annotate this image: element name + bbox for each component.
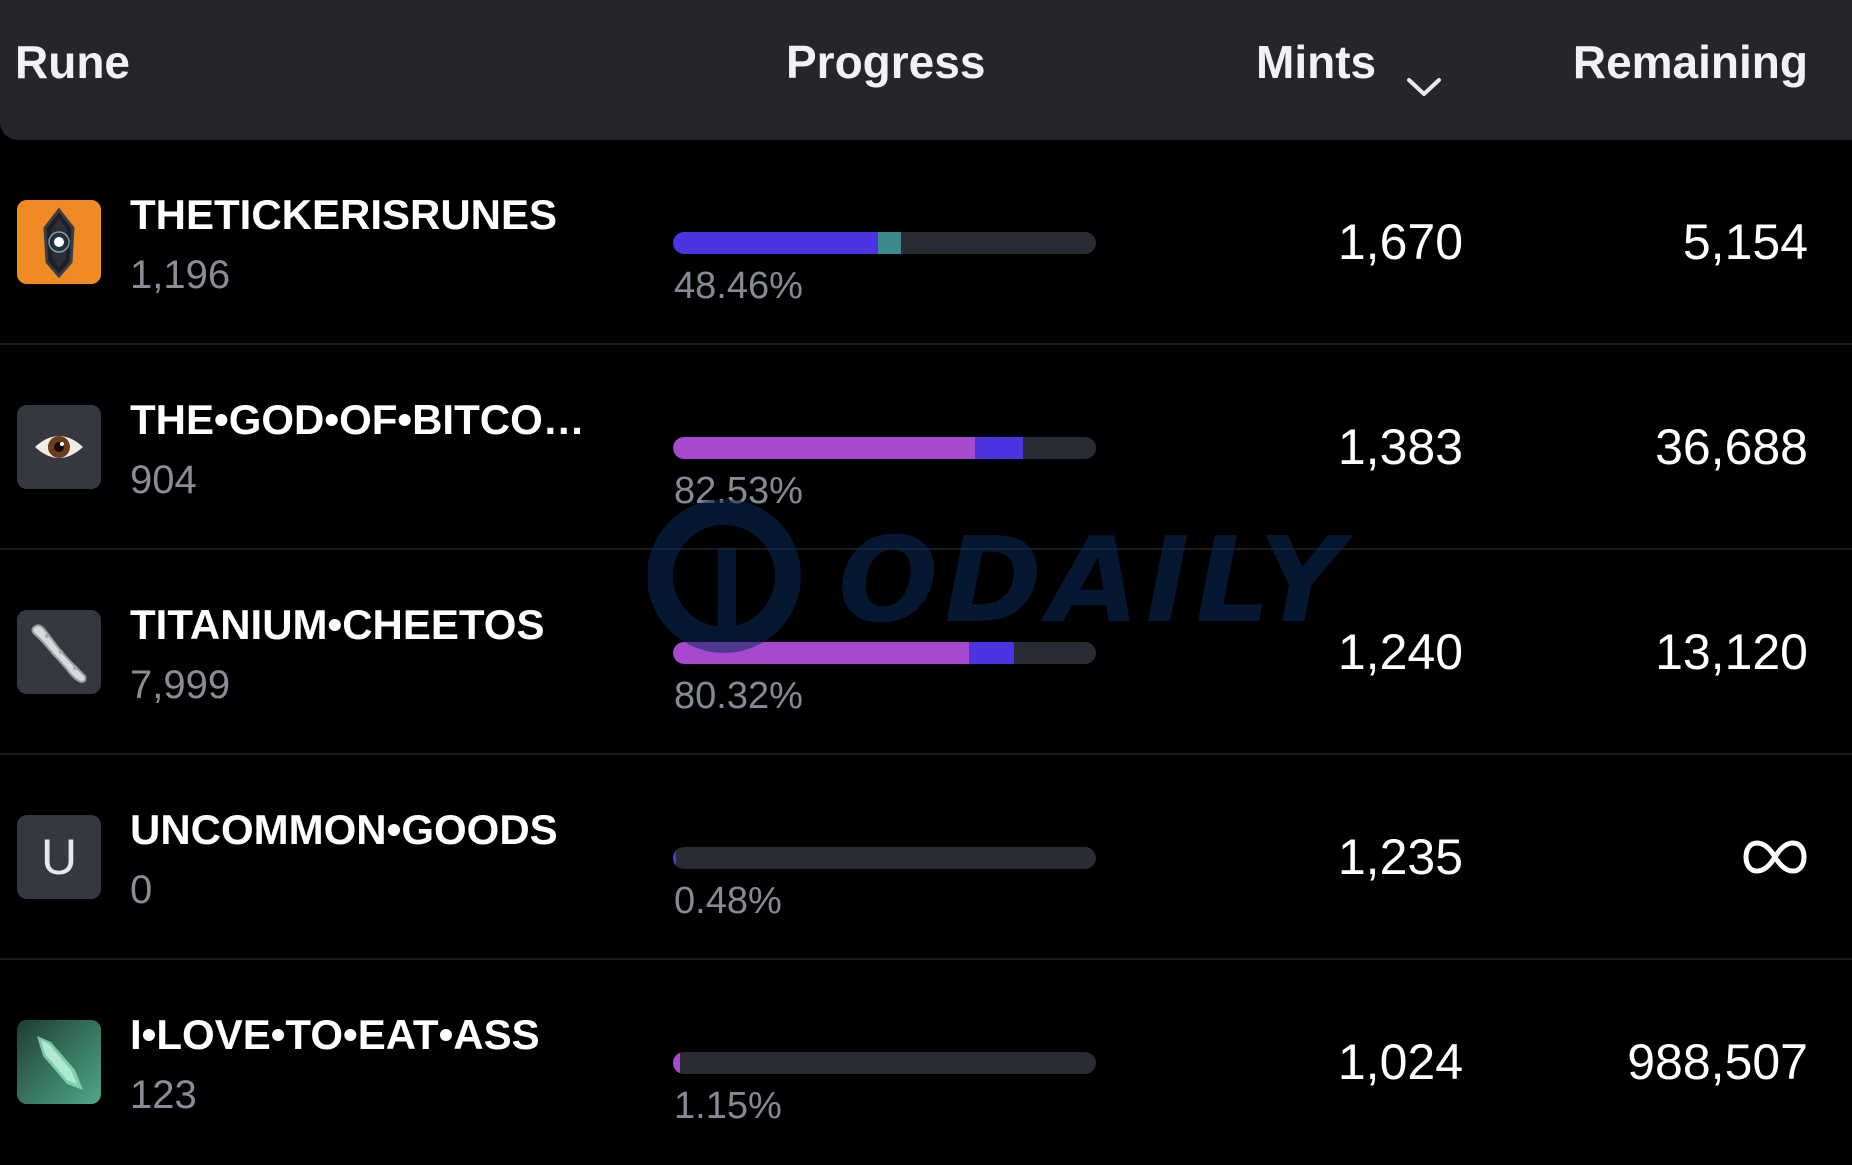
mints-count: 1,235 — [1337, 829, 1463, 885]
rune-avatar — [17, 610, 101, 694]
remaining-count: 5,154 — [1682, 214, 1808, 270]
progress-segment — [673, 847, 676, 869]
table-row[interactable]: U UNCOMMON•GOODS 0 0.48% 1,235 — [0, 755, 1852, 960]
remaining-count: 36,688 — [1655, 419, 1808, 475]
progress-percent: 80.32% — [674, 675, 803, 717]
progress-segment — [673, 642, 970, 664]
column-header-mints-label: Mints — [1256, 36, 1377, 88]
table-row[interactable]: THETICKERISRUNES 1,196 48.46% 1,670 5,15… — [0, 140, 1852, 345]
rune-name[interactable]: I•LOVE•TO•EAT•ASS — [130, 1011, 540, 1058]
rune-name[interactable]: THE•GOD•OF•BITCO… — [130, 396, 585, 443]
rune-avatar — [17, 405, 101, 489]
progress-bar — [673, 232, 1096, 254]
progress-segment — [673, 232, 879, 254]
rune-holders: 7,999 — [130, 663, 231, 707]
table-row[interactable]: TITANIUM•CHEETOS 7,999 80.32% 1,240 13,1… — [0, 550, 1852, 755]
mints-count: 1,240 — [1337, 624, 1463, 680]
green-crystal-icon — [17, 1020, 101, 1104]
table-row[interactable]: I•LOVE•TO•EAT•ASS 123 1.15% 1,024 988,50… — [0, 960, 1852, 1165]
letter-u-icon: U — [40, 829, 78, 885]
rune-holders: 1,196 — [130, 253, 231, 297]
rune-holders: 123 — [130, 1073, 197, 1117]
chevron-down-icon — [1406, 54, 1442, 96]
progress-bar — [673, 847, 1096, 869]
progress-percent: 0.48% — [674, 880, 782, 922]
column-header-progress[interactable]: Progress — [786, 36, 986, 88]
mints-count: 1,024 — [1337, 1034, 1463, 1090]
rune-avatar — [17, 200, 101, 284]
rune-holders: 904 — [130, 458, 197, 502]
rune-name[interactable]: UNCOMMON•GOODS — [130, 806, 558, 853]
progress-percent: 48.46% — [674, 265, 803, 307]
progress-bar — [673, 642, 1096, 664]
progress-segment — [673, 437, 976, 459]
progress-bar — [673, 437, 1096, 459]
rune-holders: 0 — [130, 868, 153, 912]
progress-percent: 1.15% — [674, 1085, 782, 1127]
progress-segment — [969, 642, 1014, 664]
table-header: Rune Progress Mints Remaining — [0, 0, 1852, 140]
column-header-remaining[interactable]: Remaining — [1572, 36, 1808, 88]
rune-avatar — [17, 1020, 101, 1104]
mints-count: 1,670 — [1337, 214, 1463, 270]
progress-segment — [878, 232, 902, 254]
mints-count: 1,383 — [1337, 419, 1463, 475]
infinity-icon — [1742, 837, 1808, 882]
rune-avatar: U — [17, 815, 101, 899]
rune-table-body: THETICKERISRUNES 1,196 48.46% 1,670 5,15… — [0, 140, 1852, 1165]
column-header-rune[interactable]: Rune — [15, 36, 130, 88]
remaining-count: 13,120 — [1655, 624, 1808, 680]
progress-segment — [673, 1052, 680, 1074]
remaining-count: 988,507 — [1627, 1034, 1808, 1090]
dark-crystal-icon — [17, 200, 101, 284]
progress-segment — [975, 437, 1024, 459]
rune-name[interactable]: THETICKERISRUNES — [130, 191, 558, 238]
table-row[interactable]: THE•GOD•OF•BITCO… 904 82.53% 1,383 36,68… — [0, 345, 1852, 550]
column-header-mints[interactable]: Mints — [1256, 34, 1442, 96]
eye-icon — [17, 405, 101, 489]
progress-bar — [673, 1052, 1096, 1074]
progress-percent: 82.53% — [674, 470, 803, 512]
rune-name[interactable]: TITANIUM•CHEETOS — [130, 601, 545, 648]
cheeto-icon — [17, 610, 101, 694]
